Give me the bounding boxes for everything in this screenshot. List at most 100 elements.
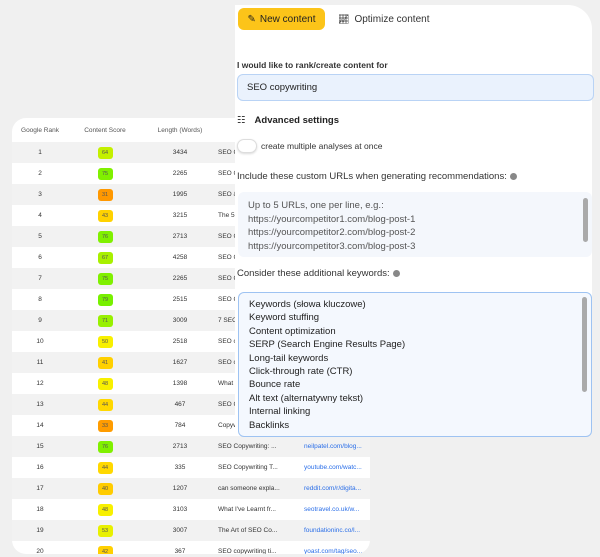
chart-icon: 📈︎ [338,13,350,24]
content-score-badge: 48 [97,377,113,390]
content-score-badge: 67 [97,251,113,264]
rank-cell: 8 [38,296,42,303]
scrollbar[interactable] [583,198,588,242]
score-cell: 44 [68,461,142,474]
url-link[interactable]: youtube.com/watc... [304,464,362,471]
title-cell: SEO C [218,275,239,282]
content-score-badge: 53 [97,524,113,537]
length-cell: 1207 [172,485,188,492]
score-cell: 40 [68,482,142,495]
keyword-line: Keywords (słowa kluczowe) [249,299,366,310]
length-cell: 2518 [172,338,188,345]
score-cell: 42 [68,545,142,554]
table-row[interactable]: 16 44 335 SEO Copywriting T... youtube.c… [12,457,370,478]
advanced-settings-toggle[interactable]: ☷ Advanced settings [237,115,339,126]
table-header: Google Rank Content Score Length (Words) [12,118,370,142]
rank-cell: 13 [36,401,44,408]
length-cell: 4258 [172,254,188,261]
length-cell: 2265 [172,275,188,282]
content-score-badge: 64 [97,146,113,159]
title-cell: What I've Learnt fr... [218,506,276,513]
content-score-badge: 41 [97,356,113,369]
table-row[interactable]: 8 79 2515 SEO C [12,289,370,310]
content-score-badge: 42 [97,545,113,554]
content-score-badge: 33 [97,419,113,432]
urls-label: Include these custom URLs when generatin… [237,171,517,182]
url-link[interactable]: reddit.com/r/digita... [304,485,362,492]
url-placeholder-line: Up to 5 URLs, one per line, e.g.: [248,200,384,211]
length-cell: 3434 [172,149,188,156]
title-cell: can someone expla... [218,485,280,492]
multiple-analyses-switch[interactable] [237,139,257,153]
rank-cell: 11 [36,359,44,366]
score-cell: 75 [68,272,142,285]
score-cell: 53 [68,524,142,537]
content-score-badge: 75 [97,167,113,180]
score-cell: 33 [68,419,142,432]
rank-cell: 12 [36,380,44,387]
title-cell: SEO C [218,296,239,303]
new-content-label: New content [259,13,316,25]
keyword-line: Backlinks [249,419,290,431]
info-icon[interactable] [509,172,517,180]
score-cell: 41 [68,356,142,369]
length-cell: 2713 [172,443,188,450]
table-row[interactable]: 20 42 367 SEO copywriting ti... yoast.co… [12,541,370,554]
url-link[interactable]: yoast.com/tag/seo... [304,548,363,554]
keyword-line: Bounce rate [249,379,301,391]
urls-label-text: Include these custom URLs when generatin… [237,171,507,182]
keyword-input[interactable]: SEO copywriting [237,74,594,101]
score-cell: 75 [68,167,142,180]
url-link[interactable]: neilpatel.com/blog... [304,443,362,450]
content-score-badge: 75 [97,272,113,285]
multiple-analyses-label: create multiple analyses at once [261,141,383,151]
keyword-line: Click-through rate (CTR) [249,366,353,378]
length-cell: 1995 [172,191,188,198]
table-row[interactable]: 14 33 784 Copyw [12,415,370,436]
table-row[interactable]: 19 53 3007 The Art of SEO Co... foundati… [12,520,370,541]
title-cell: SEO C [218,401,239,408]
score-cell: 67 [68,251,142,264]
table-row[interactable]: 17 40 1207 can someone expla... reddit.c… [12,478,370,499]
table-row[interactable]: 15 76 2713 SEO Copywriting: ... neilpate… [12,436,370,457]
new-content-tab[interactable]: ✎ New content [238,8,325,30]
score-cell: 31 [68,188,142,201]
rank-cell: 16 [36,464,44,471]
title-cell: SEO C [218,254,239,261]
rank-cell: 1 [38,149,42,156]
title-cell: SEO C [218,170,239,177]
url-link[interactable]: seotravel.co.uk/w... [304,506,360,513]
score-cell: 71 [68,314,142,327]
rank-cell: 9 [38,317,42,324]
keyword-line: Keyword stuffing [249,312,320,324]
table-row[interactable]: 6 67 4258 SEO C [12,247,370,268]
table-row[interactable]: 12 48 1398 What [12,373,370,394]
url-link[interactable]: foundationinc.co/l... [304,527,361,534]
title-cell: SEO Copywriting: ... [218,443,277,450]
additional-keywords-textarea[interactable]: Keywords (słowa kluczowe) Keyword stuffin… [238,292,592,437]
keyword-line: Alt text (alternatywny tekst) [249,392,364,404]
table-row[interactable]: 4 43 3215 The 5 [12,205,370,226]
scrollbar[interactable] [582,297,587,392]
rank-cell: 3 [38,191,42,198]
title-cell: SEO C [218,149,239,156]
length-cell: 784 [174,422,186,429]
optimize-content-tab[interactable]: 📈︎ Optimize content [338,8,429,30]
title-cell: 7 SEO [218,317,238,324]
table-row[interactable]: 18 48 3103 What I've Learnt fr... seotra… [12,499,370,520]
title-cell: SEO Copywriting T... [218,464,278,471]
length-cell: 3009 [172,317,188,324]
length-cell: 367 [174,548,186,554]
rank-cell: 7 [38,275,42,282]
length-cell: 3215 [172,212,188,219]
rank-cell: 6 [38,254,42,261]
score-cell: 48 [68,503,142,516]
info-icon[interactable] [392,269,400,277]
length-cell: 1398 [172,380,188,387]
content-score-badge: 40 [97,482,113,495]
table-row[interactable]: 2 75 2265 SEO C [12,163,370,184]
keyword-line: Long-tail keywords [249,352,329,364]
custom-urls-textarea[interactable]: Up to 5 URLs, one per line, e.g.: https:/… [238,192,592,257]
table-row[interactable]: 10 50 2518 SEO c [12,331,370,352]
score-cell: 79 [68,293,142,306]
